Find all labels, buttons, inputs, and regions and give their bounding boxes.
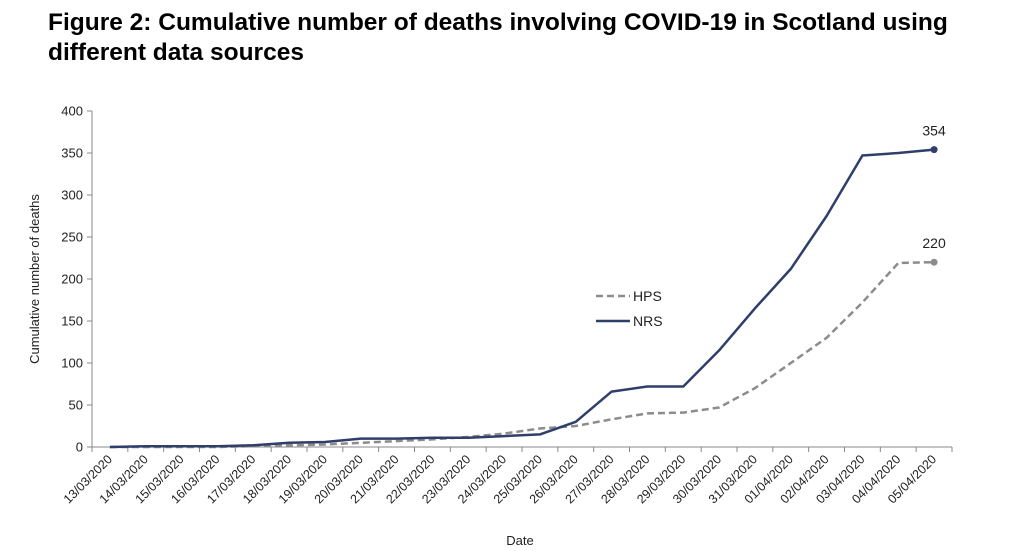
y-axis-ticks: 0 50 100 150 200 250 300 350 400 [61,104,92,455]
legend-label-hps: HPS [633,288,662,304]
y-tick-label: 200 [61,272,83,287]
data-label-nrs: 354 [922,123,946,139]
x-axis-ticks: 13/03/202014/03/202015/03/202016/03/2020… [61,447,953,506]
legend: HPS NRS [596,288,663,329]
chart-title-line-2: different data sources [48,39,304,66]
data-point-nrs [930,146,938,154]
y-tick-label: 400 [61,104,83,119]
y-axis-label: Cumulative number of deaths [27,194,42,364]
y-tick-label: 250 [61,230,83,245]
x-axis-label: Date [506,533,533,548]
chart-title: Figure 2: Cumulative number of deaths in… [48,8,1008,68]
series-line-hps [109,260,935,449]
legend-label-nrs: NRS [633,313,663,329]
data-point-hps [930,258,938,266]
series-lines: 220 354 [109,123,946,449]
y-tick-label: 350 [61,146,83,161]
y-tick-label: 150 [61,314,83,329]
y-tick-label: 0 [76,440,83,455]
chart-title-line-1: Figure 2: Cumulative number of deaths in… [48,9,948,36]
data-label-hps: 220 [922,235,946,251]
y-tick-label: 300 [61,188,83,203]
axes [91,111,952,448]
y-tick-label: 50 [69,398,83,413]
y-tick-label: 100 [61,356,83,371]
series-line-nrs [109,148,935,449]
